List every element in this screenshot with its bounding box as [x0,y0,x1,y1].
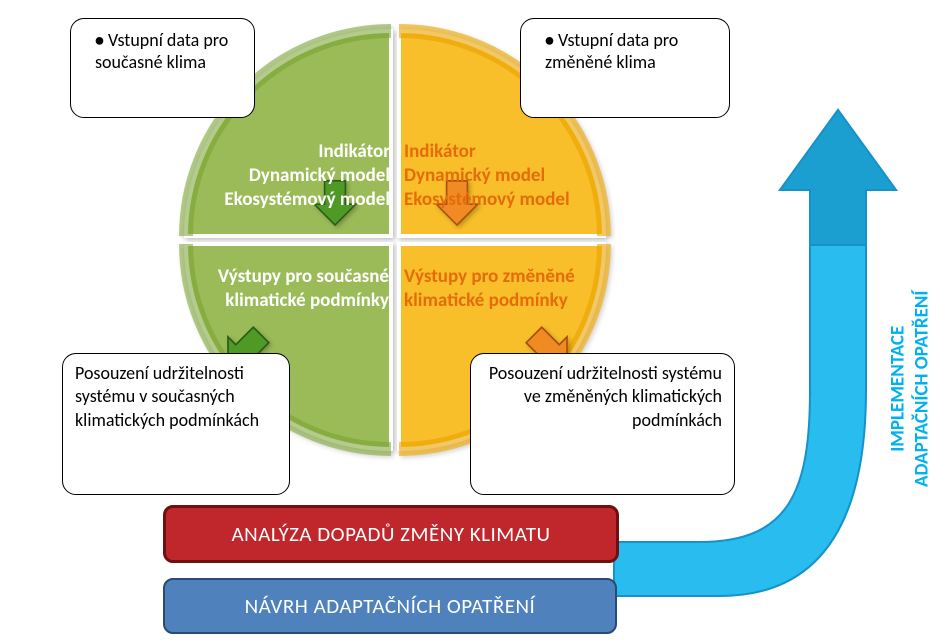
bar-blue: NÁVRH ADAPTAČNÍCH OPATŘENÍ [163,578,617,634]
side-label-line1: IMPLEMENTACE [886,249,910,529]
diagram-container: Vstupní data pro současné klima Vstupní … [0,0,948,644]
box-tr-text: Vstupní data pro změněné klima [545,29,678,73]
q-bl-line2: klimatické podmínky [173,289,389,313]
q-tr-line3: Ekosystémový model [404,188,624,212]
q-br-line1: Výstupy pro změněné [404,265,634,289]
bar-blue-text: NÁVRH ADAPTAČNÍCH OPATŘENÍ [245,593,536,619]
q-tl-line1: Indikátor [180,140,390,164]
quadrant-tr-label: Indikátor Dynamický model Ekosystémový m… [404,140,624,211]
bar-red: ANALÝZA DOPADŮ ZMĚNY KLIMATU [163,505,619,563]
box-bottom-left: Posouzení udržitelnosti systému v součas… [62,353,290,495]
quadrant-tl-label: Indikátor Dynamický model Ekosystémový m… [180,140,390,211]
bar-red-text: ANALÝZA DOPADŮ ZMĚNY KLIMATU [232,521,551,547]
box-br-text: Posouzení udržitelnosti systému ve změně… [489,362,722,431]
q-tl-line2: Dynamický model [180,164,390,188]
box-bottom-right: Posouzení udržitelnosti systému ve změně… [470,353,735,495]
box-bl-text: Posouzení udržitelnosti systému v součas… [75,362,259,431]
side-label-line2: ADAPTAČNÍCH OPATŘENÍ [910,249,934,529]
quadrant-bl-label: Výstupy pro současné klimatické podmínky [173,265,389,313]
box-top-right: Vstupní data pro změněné klima [520,18,730,118]
q-br-line2: klimatické podmínky [404,289,634,313]
box-tl-text: Vstupní data pro současné klima [95,29,228,73]
quadrant-br-label: Výstupy pro změněné klimatické podmínky [404,265,634,313]
box-top-left: Vstupní data pro současné klima [70,18,255,118]
q-bl-line1: Výstupy pro současné [173,265,389,289]
q-tr-line2: Dynamický model [404,164,624,188]
side-label: IMPLEMENTACE ADAPTAČNÍCH OPATŘENÍ [886,249,934,529]
q-tl-line3: Ekosystémový model [180,188,390,212]
q-tr-line1: Indikátor [404,140,624,164]
